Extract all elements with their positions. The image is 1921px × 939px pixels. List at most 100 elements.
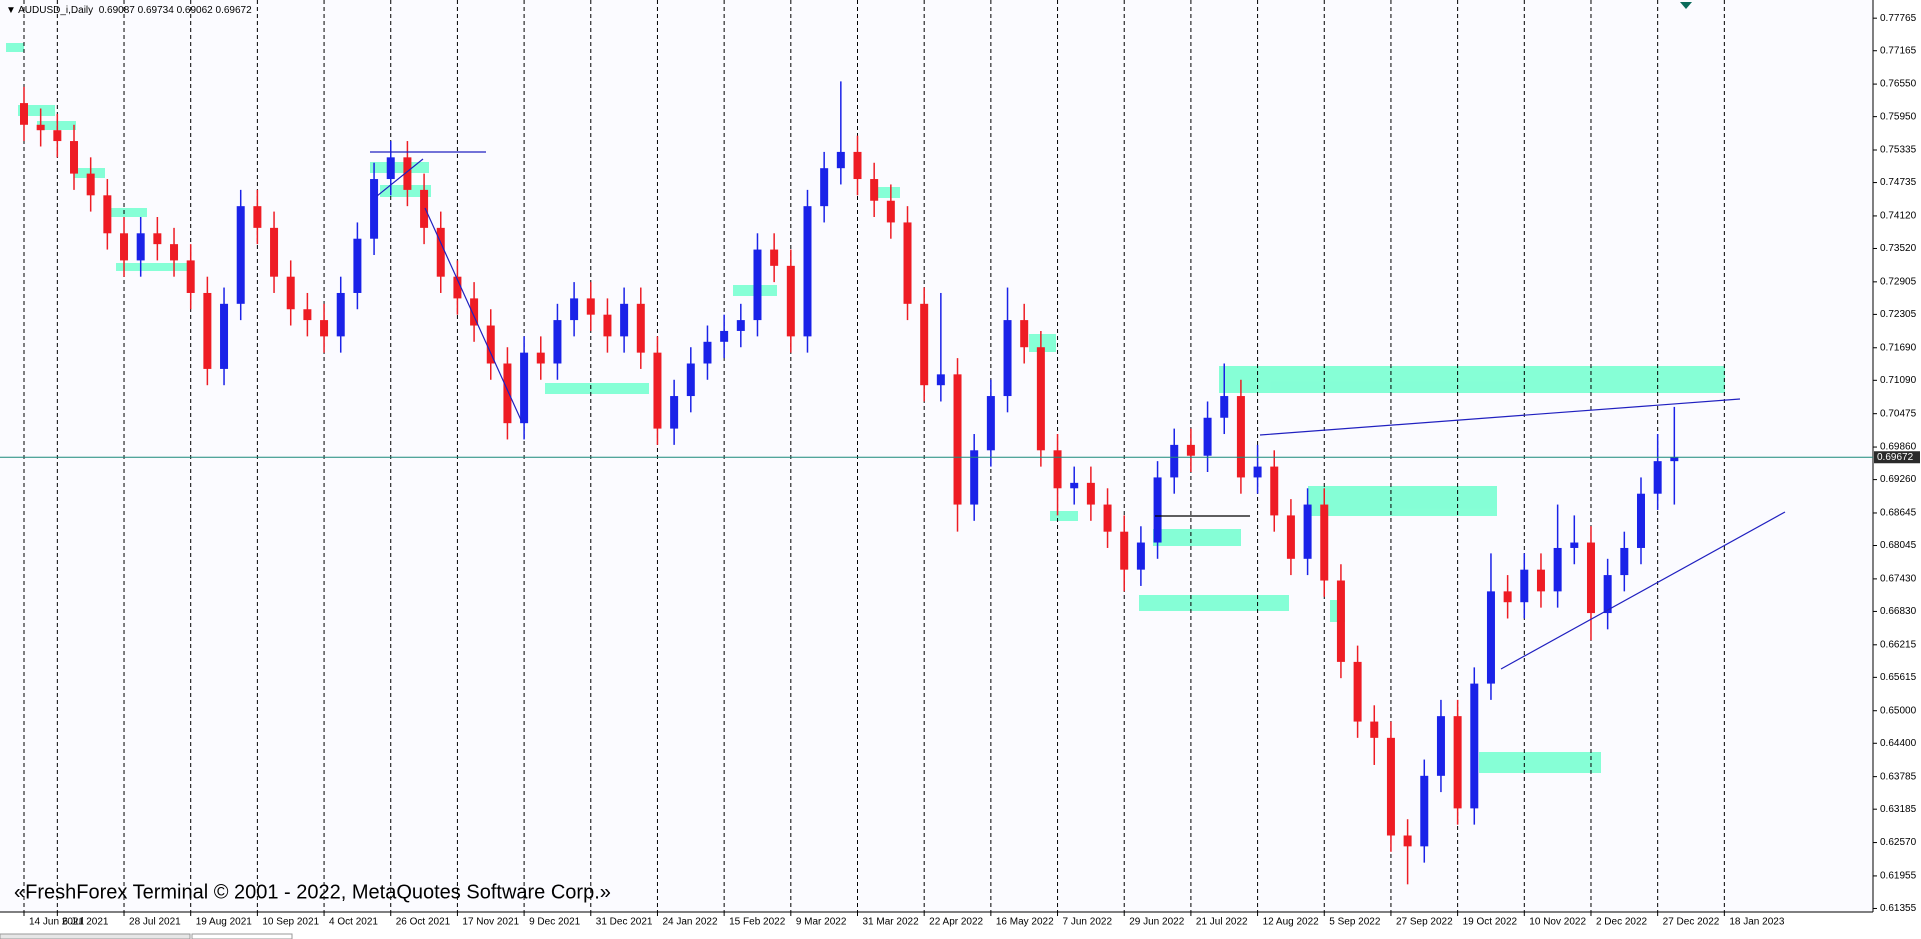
- candle-body: [1570, 542, 1579, 548]
- current-price: 0.69672: [0, 451, 1920, 464]
- candle-body: [1420, 775, 1429, 847]
- candle-body: [303, 309, 312, 321]
- x-tick-label: 17 Nov 2021: [462, 917, 519, 928]
- candle-body: [1036, 347, 1045, 451]
- candle-body: [653, 352, 662, 429]
- x-tick-label: 9 Mar 2022: [796, 917, 847, 928]
- x-tick-label: 6 Jul 2021: [62, 917, 109, 928]
- zone: [74, 168, 105, 178]
- candle-body: [586, 298, 595, 315]
- zone: [1050, 511, 1078, 521]
- candle-body: [786, 265, 795, 337]
- x-tick-label: 18 Jan 2023: [1729, 917, 1784, 928]
- y-tick-label: 0.65615: [1880, 672, 1917, 683]
- candle-body: [436, 227, 445, 277]
- x-tick-label: 7 Jun 2022: [1063, 917, 1113, 928]
- candle-body: [70, 141, 79, 174]
- candle-body: [86, 173, 95, 196]
- candle-body: [1020, 320, 1029, 348]
- candle-body: [1053, 450, 1062, 489]
- tab[interactable]: [0, 933, 191, 939]
- candle-body: [420, 189, 429, 228]
- candle-body: [1270, 466, 1279, 516]
- candle-body: [870, 179, 879, 201]
- candle-body: [1603, 575, 1612, 614]
- tab[interactable]: [191, 933, 293, 939]
- candle-body: [136, 233, 145, 261]
- candle-body: [270, 227, 279, 277]
- trend-line: [376, 158, 424, 197]
- candle-body: [203, 292, 212, 369]
- candle-body: [920, 303, 929, 386]
- ohlc-value: 0.69734: [137, 5, 174, 16]
- y-tick-label: 0.73520: [1880, 243, 1917, 254]
- candle-body: [1236, 396, 1245, 478]
- candle-body: [1003, 320, 1012, 397]
- candle-body: [236, 206, 245, 304]
- zone: [370, 162, 429, 173]
- y-tick-label: 0.62570: [1880, 837, 1917, 848]
- x-tick-label: 31 Dec 2021: [596, 917, 653, 928]
- candle-body: [1170, 444, 1179, 478]
- zone: [1153, 529, 1241, 546]
- x-tick-label: 19 Aug 2021: [196, 917, 253, 928]
- zone: [116, 263, 194, 271]
- candle-body: [703, 341, 712, 364]
- x-tick-label: 27 Dec 2022: [1663, 917, 1720, 928]
- candle-body: [170, 244, 179, 261]
- x-tick-label: 31 Mar 2022: [863, 917, 920, 928]
- candle-body: [770, 249, 779, 266]
- candle-body: [1336, 580, 1345, 662]
- candle-body: [1203, 417, 1212, 456]
- ohlc-value: 0.69062: [176, 5, 213, 16]
- candle-body: [670, 396, 679, 429]
- candle-body: [903, 222, 912, 304]
- zones: [6, 43, 1725, 773]
- zone: [18, 105, 55, 116]
- candle-body: [1370, 721, 1379, 738]
- y-tick-label: 0.61955: [1880, 871, 1917, 882]
- candle-body: [370, 179, 379, 239]
- y-tick-label: 0.75335: [1880, 145, 1917, 156]
- candle-body: [453, 276, 462, 299]
- candle-body: [1320, 504, 1329, 581]
- symbol: AUDUSD_i,Daily: [18, 5, 94, 16]
- candle-body: [520, 352, 529, 424]
- trend-line: [1259, 398, 1741, 436]
- y-tick-label: 0.66830: [1880, 606, 1917, 617]
- candle-body: [1520, 569, 1529, 603]
- y-tick-label: 0.64400: [1880, 738, 1917, 749]
- x-tick-label: 24 Jan 2022: [662, 917, 717, 928]
- candle-body: [486, 325, 495, 364]
- candle-body: [36, 124, 45, 131]
- candle-body: [320, 320, 329, 337]
- candle-body: [386, 157, 395, 180]
- candle-body: [553, 320, 562, 364]
- x-tick-label: 29 Jun 2022: [1129, 917, 1184, 928]
- candle-body: [636, 303, 645, 353]
- y-tick-label: 0.68045: [1880, 540, 1917, 551]
- x-tick-label: 9 Dec 2021: [529, 917, 581, 928]
- candle-body: [353, 238, 362, 293]
- candle-body: [103, 195, 112, 234]
- x-tick-label: 21 Jul 2022: [1196, 917, 1248, 928]
- zone: [380, 185, 431, 197]
- candle-body: [1136, 542, 1145, 570]
- candle-body: [20, 103, 28, 125]
- candle-body: [853, 151, 862, 180]
- price-label-box: [1874, 451, 1920, 464]
- y-tick-label: 0.70475: [1880, 408, 1917, 419]
- y-tick-label: 0.63185: [1880, 804, 1917, 815]
- trend-line: [1500, 511, 1786, 670]
- candle-body: [153, 233, 162, 245]
- candle-body: [1486, 591, 1495, 684]
- ohlc-value: 0.69672: [215, 5, 252, 16]
- axes: 0.77765 0.77165 0.76550 0.75950 0.75335 0.747…: [23, 13, 1917, 928]
- candle-body: [1403, 835, 1412, 847]
- x-tick-label: 12 Aug 2022: [1263, 917, 1320, 928]
- candle-body: [1303, 504, 1312, 559]
- y-tick-label: 0.77765: [1880, 13, 1917, 24]
- candle-body: [1653, 461, 1662, 494]
